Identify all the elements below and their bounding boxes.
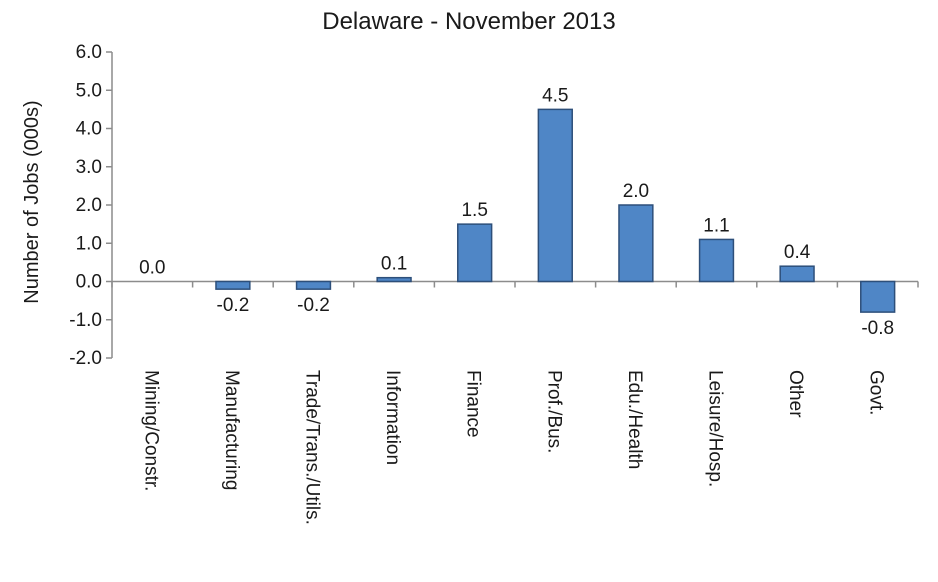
data-label: 4.5 (542, 85, 568, 106)
category-label: Leisure/Hosp. (705, 370, 726, 487)
data-label: 0.0 (139, 258, 165, 279)
category-label: Prof./Bus. (543, 370, 564, 453)
y-tick-labels: 6.0 5.0 4.0 3.0 2.0 1.0 0.0 -1.0 -2.0 (69, 42, 102, 369)
bar (698, 238, 735, 283)
bar (537, 108, 573, 283)
y-tick-label: 0.0 (76, 272, 102, 293)
data-label: 1.5 (461, 200, 487, 221)
category-label: Mining/Constr. (140, 370, 161, 491)
bar (860, 280, 896, 313)
category-label: Other (785, 370, 806, 418)
category-label: Finance (463, 370, 484, 438)
bar (215, 280, 251, 290)
bar (376, 276, 412, 283)
data-label: 0.1 (381, 254, 407, 275)
data-labels: 0.0 -0.2 -0.2 0.1 1.5 4.5 2.0 1.1 0.4 -0.8 (139, 85, 894, 339)
category-label: Information (382, 370, 403, 465)
y-tick-label: 2.0 (76, 195, 102, 216)
category-label: Trade/Trans./Utils. (302, 370, 323, 525)
y-tick-label: 3.0 (76, 157, 102, 178)
chart-title: Delaware - November 2013 (322, 8, 616, 35)
bar (779, 265, 815, 283)
bar (295, 280, 332, 290)
y-tick-label: 4.0 (76, 119, 102, 140)
bar (618, 204, 654, 283)
y-tick-label: -1.0 (69, 310, 102, 331)
y-axis-title: Number of Jobs (000s) (21, 100, 43, 303)
bar (457, 223, 493, 283)
category-labels: Mining/Constr. Manufacturing Trade/Trans./… (140, 370, 886, 525)
category-label: Edu./Health (624, 370, 645, 469)
data-label: -0.2 (297, 295, 330, 316)
data-label: 0.4 (784, 242, 811, 263)
data-label: 2.0 (623, 181, 649, 202)
category-label: Manufacturing (221, 370, 242, 490)
data-label: -0.2 (217, 295, 250, 316)
category-label: Govt. (866, 370, 887, 415)
bars (215, 108, 896, 313)
data-label: -0.8 (861, 318, 894, 339)
y-tick-label: -2.0 (69, 348, 102, 369)
y-tick-label: 5.0 (76, 80, 102, 101)
y-tick-label: 6.0 (76, 42, 102, 63)
data-label: 1.1 (703, 215, 729, 236)
y-tick-label: 1.0 (76, 233, 102, 254)
